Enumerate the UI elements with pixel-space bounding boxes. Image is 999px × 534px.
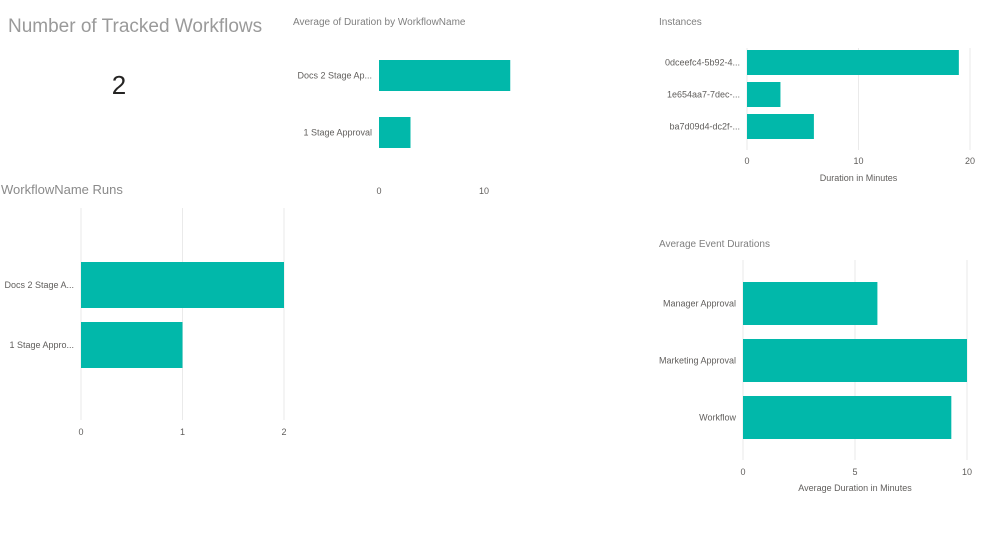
chart-title: Instances xyxy=(659,17,702,28)
instances-chart[interactable]: Instances 0dceefc4-5b92-4... 1e654aa7-7de… xyxy=(652,8,992,194)
category-label: Docs 2 Stage A... xyxy=(4,280,74,290)
x-axis-label: Duration in Minutes xyxy=(820,173,898,183)
x-tick-label: 0 xyxy=(744,156,749,166)
x-tick-label: 0 xyxy=(376,186,381,196)
category-label: 1 Stage Appro... xyxy=(9,340,74,350)
bar[interactable] xyxy=(81,262,284,308)
bar[interactable] xyxy=(379,60,511,91)
bar[interactable] xyxy=(743,396,952,439)
category-label: Workflow xyxy=(699,413,736,423)
x-tick-label: 10 xyxy=(479,186,489,196)
x-axis-label: Average Duration in Minutes xyxy=(798,483,912,493)
avg-duration-chart[interactable]: Average of Duration by WorkflowName Docs… xyxy=(285,8,585,208)
tracked-workflows-card-title: Number of Tracked Workflows xyxy=(8,16,263,37)
bar[interactable] xyxy=(747,114,814,139)
category-label: Docs 2 Stage Ap... xyxy=(297,71,372,81)
x-tick-label: 10 xyxy=(962,467,972,477)
x-tick-label: 1 xyxy=(180,427,185,437)
bar[interactable] xyxy=(81,322,183,368)
x-tick-label: 5 xyxy=(852,467,857,477)
category-label: 1e654aa7-7dec-... xyxy=(667,90,740,100)
category-label: Manager Approval xyxy=(663,299,736,309)
bar[interactable] xyxy=(747,50,959,75)
bar[interactable] xyxy=(379,117,411,148)
bar[interactable] xyxy=(743,339,967,382)
category-label: Marketing Approval xyxy=(659,356,736,366)
bar[interactable] xyxy=(747,82,781,107)
category-label: ba7d09d4-dc2f-... xyxy=(669,122,740,132)
tracked-workflows-card-value: 2 xyxy=(111,70,127,100)
chart-title: Average Event Durations xyxy=(659,239,770,250)
x-tick-label: 20 xyxy=(965,156,975,166)
chart-title: WorkflowName Runs xyxy=(1,182,123,197)
workflow-runs-chart[interactable]: WorkflowName Runs Docs 2 Stage A... 1 Sta… xyxy=(0,178,310,448)
bar[interactable] xyxy=(743,282,878,325)
category-label: 1 Stage Approval xyxy=(303,128,372,138)
event-durations-chart[interactable]: Average Event Durations Manager Approval… xyxy=(652,230,992,500)
x-tick-label: 10 xyxy=(853,156,863,166)
category-label: 0dceefc4-5b92-4... xyxy=(665,58,740,68)
x-tick-label: 0 xyxy=(78,427,83,437)
x-tick-label: 2 xyxy=(281,427,286,437)
chart-title: Average of Duration by WorkflowName xyxy=(293,17,466,28)
x-tick-label: 0 xyxy=(740,467,745,477)
